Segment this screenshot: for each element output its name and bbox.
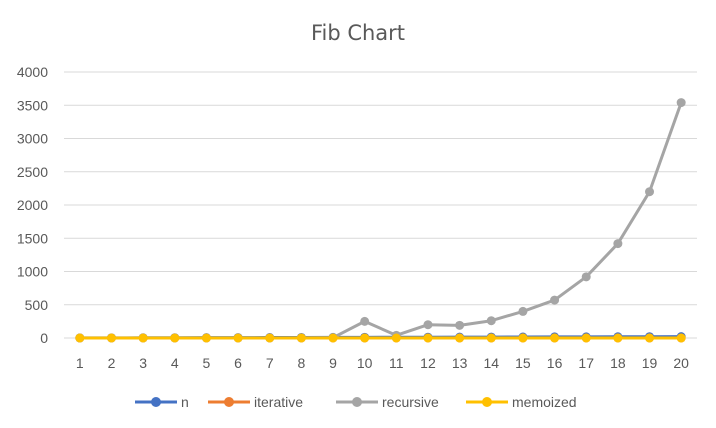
x-tick-label: 10 (357, 355, 373, 371)
x-tick-label: 15 (515, 355, 531, 371)
data-point-recursive (613, 239, 623, 249)
data-point-memoized (391, 333, 401, 343)
series-lines (75, 98, 686, 343)
x-tick-label: 4 (171, 355, 179, 371)
y-tick-label: 2500 (17, 164, 48, 180)
legend: n iterative recursive memoized (135, 394, 577, 410)
gridlines (64, 71, 697, 339)
data-point-memoized (581, 333, 591, 343)
data-point-recursive (581, 272, 591, 282)
data-point-memoized (676, 333, 686, 343)
data-point-recursive (676, 98, 686, 108)
data-point-memoized (265, 333, 275, 343)
data-point-recursive (423, 320, 433, 330)
x-tick-label: 8 (297, 355, 305, 371)
x-tick-label: 5 (203, 355, 211, 371)
data-point-recursive (550, 295, 560, 305)
y-axis-tick-labels: 0 500 1000 1500 2000 2500 3000 3500 4000 (17, 64, 48, 346)
data-point-memoized (233, 333, 243, 343)
x-tick-label: 12 (420, 355, 436, 371)
data-point-memoized (201, 333, 211, 343)
data-point-memoized (518, 333, 528, 343)
legend-item-memoized: memoized (466, 394, 577, 410)
data-point-recursive (518, 306, 528, 316)
chart-title: Fib Chart (311, 21, 405, 45)
legend-item-n: n (135, 394, 189, 410)
x-tick-label: 18 (610, 355, 626, 371)
data-point-memoized (296, 333, 306, 343)
y-tick-label: 1500 (17, 230, 48, 246)
data-point-memoized (486, 333, 496, 343)
x-tick-label: 1 (76, 355, 84, 371)
x-tick-label: 2 (108, 355, 116, 371)
data-point-memoized (75, 333, 85, 343)
data-point-memoized (328, 333, 338, 343)
legend-label: iterative (254, 394, 303, 410)
data-point-recursive (360, 316, 370, 326)
data-point-memoized (106, 333, 116, 343)
y-tick-label: 3000 (17, 131, 48, 147)
x-tick-label: 6 (234, 355, 242, 371)
series-memoized (75, 333, 686, 343)
series-recursive (75, 98, 686, 343)
data-point-memoized (645, 333, 655, 343)
x-tick-label: 3 (139, 355, 147, 371)
y-tick-label: 0 (40, 330, 48, 346)
data-point-recursive (486, 316, 496, 326)
data-point-memoized (455, 333, 465, 343)
y-tick-label: 4000 (17, 64, 48, 80)
x-tick-label: 13 (452, 355, 468, 371)
data-point-memoized (550, 333, 560, 343)
legend-item-iterative: iterative (208, 394, 303, 410)
x-tick-label: 16 (547, 355, 563, 371)
legend-swatch-marker (151, 397, 161, 407)
y-tick-label: 1000 (17, 264, 48, 280)
x-tick-label: 9 (329, 355, 337, 371)
y-tick-label: 2000 (17, 197, 48, 213)
y-tick-label: 500 (25, 297, 49, 313)
x-axis-tick-labels: 1 2 3 4 5 6 7 8 9 10 11 12 13 14 15 16 17 18 19 20 (76, 355, 689, 371)
x-tick-label: 11 (389, 355, 404, 371)
legend-item-recursive: recursive (336, 394, 439, 410)
data-point-memoized (613, 333, 623, 343)
x-tick-label: 14 (483, 355, 499, 371)
data-point-memoized (360, 333, 370, 343)
series-line-recursive (78, 101, 683, 340)
legend-label: n (181, 394, 189, 410)
legend-swatch-marker (224, 397, 234, 407)
y-tick-label: 3500 (17, 97, 48, 113)
legend-label: recursive (382, 394, 439, 410)
legend-label: memoized (512, 394, 577, 410)
x-tick-label: 19 (642, 355, 658, 371)
x-tick-label: 7 (266, 355, 274, 371)
data-point-memoized (138, 333, 148, 343)
x-tick-label: 17 (578, 355, 594, 371)
legend-swatch-marker (352, 397, 362, 407)
x-tick-label: 20 (673, 355, 689, 371)
data-point-memoized (423, 333, 433, 343)
legend-swatch-marker (482, 397, 492, 407)
data-point-recursive (645, 187, 655, 197)
data-point-recursive (455, 320, 465, 330)
data-point-memoized (170, 333, 180, 343)
